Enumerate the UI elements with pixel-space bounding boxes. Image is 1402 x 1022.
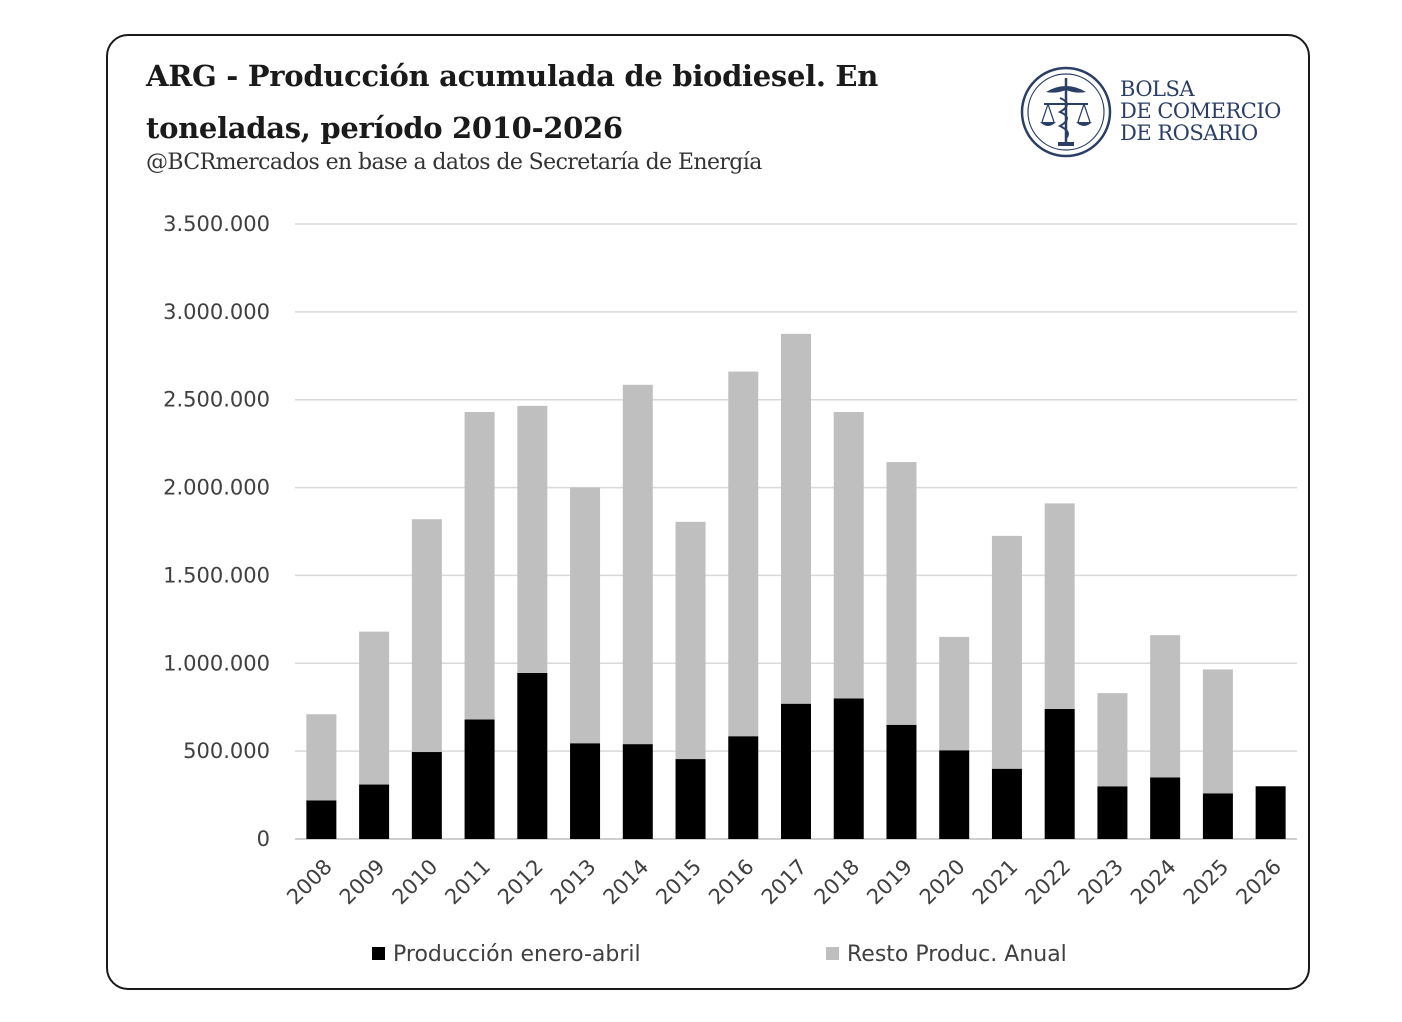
bar-produccion-enero-abril [570, 743, 601, 839]
bar-produccion-enero-abril [939, 750, 970, 839]
x-tick-label: 2011 [440, 855, 495, 910]
legend-label-series-0: Producción enero-abril [393, 942, 641, 967]
x-tick-label: 2025 [1179, 855, 1234, 910]
x-tick-label: 2021 [968, 855, 1023, 910]
x-tick-label: 2016 [704, 855, 759, 910]
y-tick-label: 500.000 [183, 739, 270, 763]
x-tick-label: 2009 [335, 855, 390, 910]
y-tick-label: 3.500.000 [163, 212, 270, 236]
bar-resto-produc-anual [675, 521, 706, 760]
x-tick-label: 2019 [862, 855, 917, 910]
bar-resto-produc-anual [359, 631, 390, 785]
bar-produccion-enero-abril [1097, 786, 1128, 839]
x-tick-label: 2012 [493, 855, 548, 910]
bar-produccion-enero-abril [991, 768, 1022, 839]
chart-title: ARG - Producción acumulada de biodiesel.… [146, 59, 878, 145]
bar-resto-produc-anual [728, 371, 759, 737]
bar-resto-produc-anual [781, 333, 811, 704]
x-tick-label: 2017 [757, 855, 812, 910]
bar-produccion-enero-abril [1255, 786, 1286, 839]
x-tick-label: 2013 [546, 855, 601, 910]
bcr-logo-text: BOLSA DE COMERCIO DE ROSARIO [1120, 78, 1281, 144]
logo-line-1: BOLSA [1120, 77, 1195, 101]
y-tick-label: 1.000.000 [163, 651, 270, 675]
legend-item-series-0: Producción enero-abril [372, 942, 641, 967]
x-tick-label: 2018 [810, 855, 865, 910]
y-tick-label: 2.500.000 [163, 388, 270, 412]
logo-line-3: DE ROSARIO [1120, 121, 1258, 145]
bar-produccion-enero-abril [1202, 793, 1233, 839]
y-tick-label: 0 [257, 827, 270, 851]
bar-produccion-enero-abril [1044, 708, 1075, 839]
bar-produccion-enero-abril [728, 736, 759, 839]
bar-produccion-enero-abril [675, 759, 706, 839]
x-tick-label: 2014 [599, 855, 654, 910]
bar-resto-produc-anual [464, 412, 495, 720]
bar-resto-produc-anual [886, 462, 917, 725]
bar-produccion-enero-abril [833, 698, 864, 839]
legend-swatch-series-1 [826, 947, 839, 960]
bar-resto-produc-anual [570, 487, 601, 744]
bar-resto-produc-anual [833, 412, 864, 699]
x-tick-label: 2024 [1126, 855, 1181, 910]
bar-resto-produc-anual [517, 405, 548, 673]
y-tick-label: 2.000.000 [163, 476, 270, 500]
bar-resto-produc-anual [991, 535, 1022, 769]
bar-resto-produc-anual [306, 714, 337, 801]
bar-produccion-enero-abril [359, 784, 390, 839]
bar-produccion-enero-abril [411, 752, 442, 839]
x-tick-label: 2010 [388, 855, 443, 910]
x-tick-label: 2026 [1231, 855, 1286, 910]
bar-resto-produc-anual [411, 519, 442, 753]
caduceus-scales-emblem-icon [1020, 66, 1112, 158]
bar-produccion-enero-abril [464, 719, 495, 839]
bar-resto-produc-anual [1044, 503, 1075, 709]
bar-produccion-enero-abril [622, 744, 653, 839]
chart-subtitle: @BCRmercados en base a datos de Secretar… [146, 150, 762, 175]
x-tick-label: 2015 [651, 855, 706, 910]
bar-resto-produc-anual [1202, 669, 1233, 794]
y-tick-label: 1.500.000 [163, 563, 270, 587]
bar-produccion-enero-abril [886, 724, 917, 839]
bar-produccion-enero-abril [517, 672, 548, 839]
legend-label-series-1: Resto Produc. Anual [847, 942, 1067, 967]
y-tick-label: 3.000.000 [163, 300, 270, 324]
x-tick-label: 2023 [1073, 855, 1128, 910]
bar-resto-produc-anual [622, 384, 653, 745]
logo-line-2: DE COMERCIO [1120, 99, 1281, 123]
bcr-logo: BOLSA DE COMERCIO DE ROSARIO [1018, 64, 1298, 164]
bar-produccion-enero-abril [781, 703, 811, 839]
x-tick-label: 2020 [915, 855, 970, 910]
x-tick-label: 2008 [282, 855, 337, 910]
legend-item-series-1: Resto Produc. Anual [826, 942, 1067, 967]
legend-swatch-series-0 [372, 947, 385, 960]
bar-produccion-enero-abril [1150, 777, 1181, 839]
bar-produccion-enero-abril [306, 800, 337, 839]
x-tick-label: 2022 [1020, 855, 1075, 910]
bar-resto-produc-anual [939, 636, 970, 751]
bar-resto-produc-anual [1150, 635, 1181, 778]
bar-resto-produc-anual [1097, 693, 1128, 787]
